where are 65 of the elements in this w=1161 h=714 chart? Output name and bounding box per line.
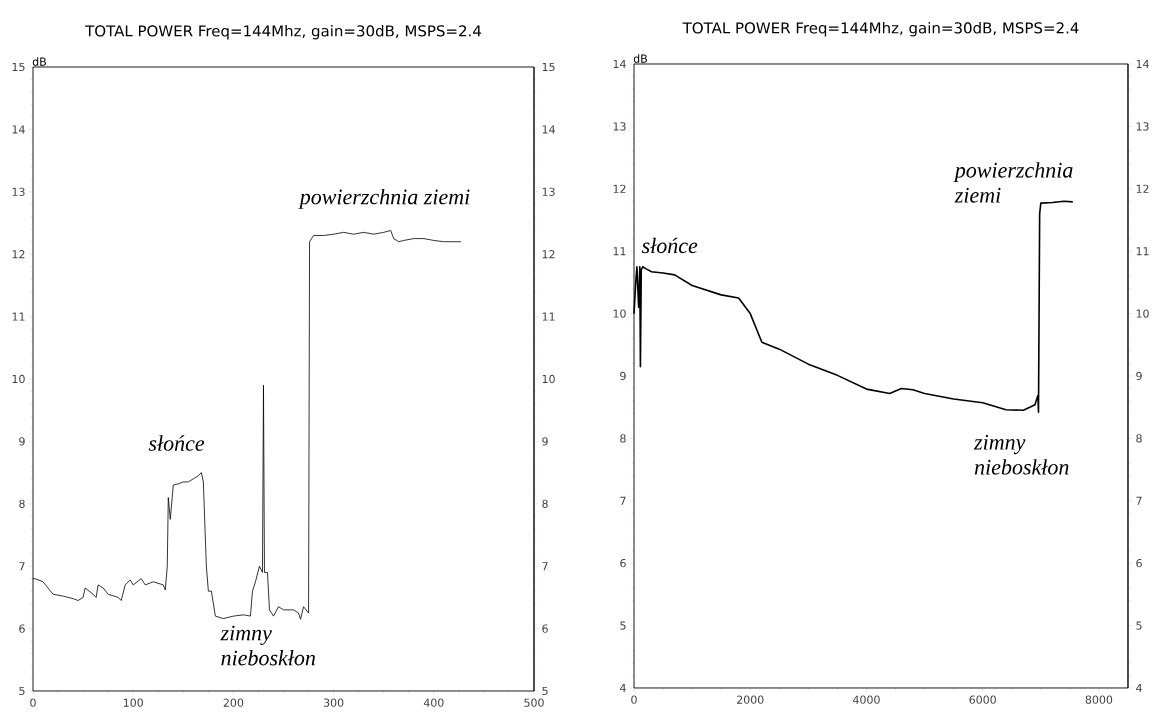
y2-tick-label: 13	[1136, 122, 1149, 131]
x-tick-label: 8000	[1085, 695, 1113, 704]
y-tick-label: 11	[613, 247, 626, 256]
y-tick-label: 4	[620, 683, 626, 692]
y-tick-label: 11	[12, 312, 25, 321]
y-tick-label: 14	[613, 59, 626, 68]
y2-tick-label: 12	[1136, 184, 1149, 193]
y2-tick-label: 14	[542, 125, 555, 134]
y-tick-label: 7	[620, 496, 626, 505]
y-tick-label: 6	[19, 624, 25, 633]
y2-tick-label: 7	[542, 562, 548, 571]
x-tick-label: 400	[423, 698, 444, 707]
y-tick-label: 6	[620, 559, 626, 568]
y-tick-label: 12	[12, 250, 25, 259]
y2-tick-label: 10	[542, 374, 555, 384]
y-tick-label: 14	[12, 125, 25, 134]
annotation: zimny nieboskłon	[973, 434, 1069, 475]
y2-tick-label: 11	[542, 312, 555, 321]
y2-tick-label: 8	[1136, 434, 1142, 443]
y-tick-label: 8	[19, 499, 25, 508]
y-axis-title: dB	[32, 57, 46, 66]
y2-tick-label: 7	[1136, 496, 1142, 505]
y-tick-label: 15	[12, 62, 25, 72]
x-tick-label: 6000	[969, 695, 996, 704]
y-tick-label: 13	[12, 187, 25, 196]
x-tick-label: 2000	[737, 695, 764, 704]
annotation: powierzchnia ziemi	[298, 188, 470, 209]
y2-tick-label: 6	[1136, 559, 1142, 568]
x-tick-label: 300	[323, 698, 344, 707]
y-tick-label: 13	[613, 122, 626, 131]
y2-tick-label: 14	[1136, 59, 1149, 68]
y-tick-label: 12	[613, 184, 626, 193]
y-tick-label: 10	[613, 309, 626, 318]
y-tick-label: 10	[12, 374, 25, 384]
annotation: słońce	[148, 435, 205, 451]
annotation: zimny nieboskłon	[220, 625, 315, 666]
y2-tick-label: 9	[1136, 371, 1142, 381]
y2-tick-label: 13	[542, 187, 555, 196]
y-tick-label: 5	[620, 621, 626, 630]
y2-tick-label: 10	[1136, 309, 1149, 318]
x-tick-label: 4000	[853, 695, 880, 704]
y2-tick-label: 8	[542, 499, 548, 508]
y-tick-label: 7	[19, 562, 25, 571]
y2-tick-label: 5	[542, 686, 548, 696]
chart-title: TOTAL POWER Freq=144Mhz, gain=30dB, MSPS=2.4	[85, 24, 482, 40]
y2-tick-label: 6	[542, 624, 548, 633]
y-tick-label: 9	[19, 437, 25, 446]
y-tick-label: 5	[19, 686, 25, 696]
x-tick-label: 500	[524, 698, 544, 707]
annotation: powierzchnia ziemi	[953, 162, 1073, 203]
x-tick-label: 0	[30, 698, 36, 707]
y2-tick-label: 15	[542, 62, 555, 72]
y-tick-label: 8	[620, 434, 626, 443]
y2-tick-label: 12	[542, 250, 555, 259]
x-tick-label: 100	[123, 698, 143, 707]
chart-title: TOTAL POWER Freq=144Mhz, gain=30dB, MSPS=2.4	[682, 21, 1079, 37]
y2-tick-label: 4	[1136, 683, 1142, 692]
x-tick-label: 200	[223, 698, 244, 707]
y-tick-label: 9	[620, 371, 626, 381]
annotation: słońce	[641, 237, 698, 254]
y-axis-title: dB	[633, 54, 647, 63]
x-tick-label: 0	[631, 695, 637, 704]
y2-tick-label: 11	[1136, 247, 1149, 256]
y2-tick-label: 9	[542, 437, 548, 446]
y2-tick-label: 5	[1136, 621, 1142, 630]
